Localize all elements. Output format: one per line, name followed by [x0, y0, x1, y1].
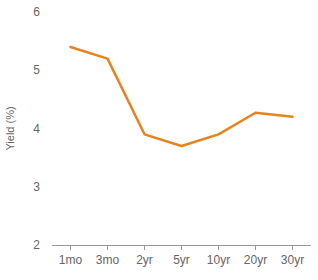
y-tick-label: 2 — [33, 238, 40, 252]
y-tick-label: 4 — [33, 122, 40, 136]
x-tick — [218, 245, 219, 250]
chart: 2 3 4 5 6 Yield (%) 1mo 3mo 2yr 5yr 10yr 20yr 30yr — [0, 0, 318, 280]
x-tick-label: 30yr — [281, 253, 304, 267]
x-tick — [107, 245, 108, 250]
plot-area — [71, 47, 293, 146]
chart-container: 2 3 4 5 6 Yield (%) 1mo 3mo 2yr 5yr 10yr 20yr 30yr — [0, 0, 318, 280]
x-tick — [70, 245, 71, 250]
x-tick-label: 5yr — [173, 253, 190, 267]
x-tick — [181, 245, 182, 250]
y-tick-label: 3 — [33, 180, 40, 194]
x-tick — [255, 245, 256, 250]
x-tick-label: 1mo — [59, 253, 83, 267]
x-tick-label: 2yr — [136, 253, 153, 267]
y-axis-label: Yield (%) — [4, 106, 16, 150]
x-tick — [292, 245, 293, 250]
y-tick-label: 5 — [33, 63, 40, 77]
line-series — [71, 47, 293, 146]
y-tick-label: 6 — [33, 5, 40, 19]
x-tick-label: 10yr — [207, 253, 230, 267]
x-tick-label: 3mo — [96, 253, 120, 267]
x-tick-label: 20yr — [244, 253, 267, 267]
x-tick — [144, 245, 145, 250]
